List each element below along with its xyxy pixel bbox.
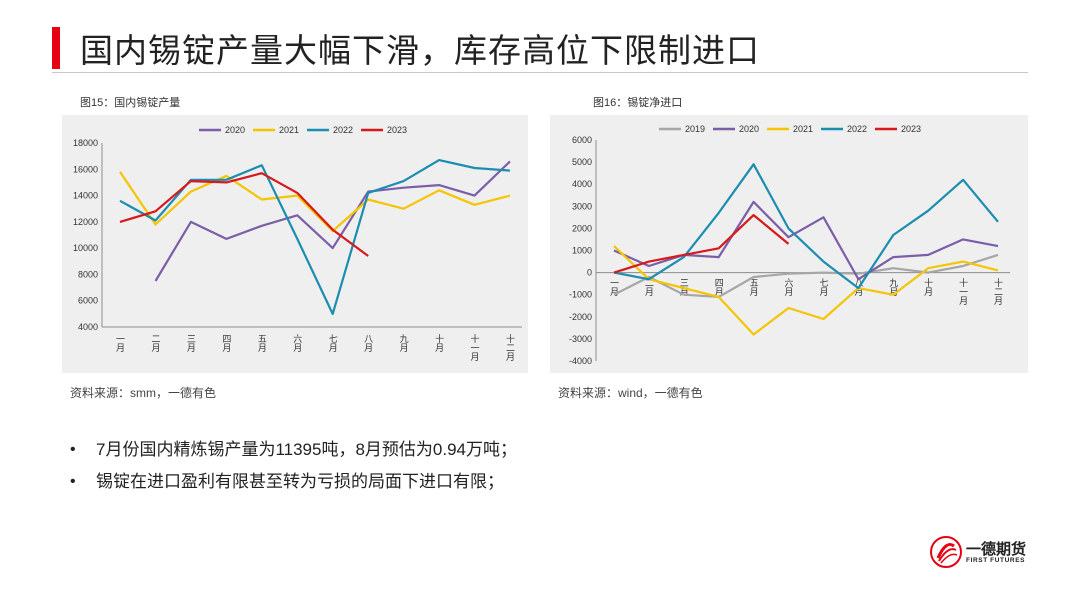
company-logo: 一德期货 FIRST FUTURES (930, 536, 1040, 572)
y-tick-label: -2000 (569, 312, 592, 322)
title-divider (52, 72, 1028, 73)
y-tick-label: 5000 (572, 157, 592, 167)
source-note-production: 资料来源：smm，一德有色 (70, 386, 216, 400)
x-tick-label: 十月 (923, 277, 933, 297)
legend-label: 2019 (685, 124, 705, 134)
x-tick-label: 九月 (888, 278, 898, 297)
series-line-2022 (613, 163, 999, 290)
x-tick-label: 二月 (150, 334, 160, 353)
y-tick-label: 1000 (572, 246, 592, 256)
y-tick-label: 6000 (78, 296, 98, 306)
net-import-chart-svg: -4000 -3000 -2000 -1000 0 1000 2000 3000 4000 500… (569, 124, 1010, 366)
series-line-2021 (613, 245, 999, 336)
bullet-item: • 7月份国内精炼锡产量为11395吨，8月预估为0.94万吨； (70, 434, 517, 466)
x-tick-label: 五月 (749, 278, 759, 297)
legend-label: 2021 (279, 125, 299, 135)
y-tick-label: 18000 (73, 138, 98, 148)
x-tick-label: 十二月 (993, 277, 1003, 306)
legend-label: 2022 (847, 124, 867, 134)
series-line-2020 (154, 160, 511, 282)
legend-label: 2023 (901, 124, 921, 134)
page-title: 国内锡锭产量大幅下滑，库存高位下限制进口 (80, 32, 760, 69)
title-accent-bar (52, 27, 60, 69)
bullet-list: • 7月份国内精炼锡产量为11395吨，8月预估为0.94万吨； • 锡锭在进口… (70, 434, 517, 498)
net-import-chart: -4000 -3000 -2000 -1000 0 1000 2000 3000 4000 500… (550, 115, 1028, 373)
logo-subtitle: FIRST FUTURES (966, 557, 1026, 564)
logo-mark-icon (930, 536, 962, 568)
x-tick-label: 六月 (784, 277, 794, 297)
x-tick-label: 一月 (609, 278, 619, 297)
y-tick-label: 8000 (78, 269, 98, 279)
bullet-text: 锡锭在进口盈利有限甚至转为亏损的局面下进口有限； (96, 472, 504, 491)
y-tick-label: 2000 (572, 223, 592, 233)
bullet-dot: • (70, 441, 76, 458)
x-tick-label: 四月 (221, 334, 231, 353)
figure-caption-net-import: 图16：锡锭净进口 (593, 97, 683, 109)
y-tick-label: -1000 (569, 290, 592, 300)
y-tick-label: -3000 (569, 334, 592, 344)
x-tick-label: 七月 (818, 278, 828, 297)
logo-name: 一德期货 (966, 541, 1027, 558)
x-tick-label: 七月 (328, 334, 338, 353)
y-tick-label: 3000 (572, 201, 592, 211)
x-tick-label: 一月 (115, 334, 125, 353)
legend-label: 2022 (333, 125, 353, 135)
x-tick-label: 九月 (399, 334, 409, 353)
y-tick-label: 4000 (572, 179, 592, 189)
x-tick-label: 十二月 (505, 333, 515, 362)
y-tick-label: 4000 (78, 322, 98, 332)
x-tick-label: 十一月 (958, 277, 968, 306)
x-tick-label: 三月 (186, 334, 196, 353)
legend-label: 2021 (793, 124, 813, 134)
source-note-net-import: 资料来源：wind，一德有色 (558, 386, 703, 400)
series-line-2020 (613, 200, 999, 281)
x-tick-label: 十一月 (470, 333, 480, 362)
x-tick-label: 四月 (714, 278, 724, 297)
production-chart: 4000 6000 8000 10000 12000 14000 16000 18000 一月 二… (62, 115, 528, 373)
series-line-2023 (119, 172, 369, 257)
legend-label: 2020 (739, 124, 759, 134)
bullet-dot: • (70, 473, 76, 490)
bullet-text: 7月份国内精炼锡产量为11395吨，8月预估为0.94万吨； (96, 440, 518, 459)
y-tick-label: 16000 (73, 164, 98, 174)
series-line-2023 (613, 214, 790, 274)
y-tick-label: 0 (587, 268, 592, 278)
x-tick-label: 二月 (644, 278, 654, 297)
x-tick-label: 六月 (292, 333, 302, 353)
series-line-2019 (613, 253, 999, 298)
figure-caption-production: 图15：国内锡锭产量 (80, 97, 181, 109)
series-line-2021 (119, 171, 511, 233)
y-tick-label: 6000 (572, 135, 592, 145)
y-tick-label: 14000 (73, 191, 98, 201)
x-tick-label: 十月 (434, 333, 444, 353)
y-tick-label: 12000 (73, 217, 98, 227)
y-tick-label: 10000 (73, 243, 98, 253)
series-line-2022 (119, 159, 511, 315)
legend-label: 2023 (387, 125, 407, 135)
production-chart-svg: 4000 6000 8000 10000 12000 14000 16000 18000 一月 二… (73, 125, 522, 362)
x-tick-label: 五月 (257, 334, 267, 353)
legend-label: 2020 (225, 125, 245, 135)
bullet-item: • 锡锭在进口盈利有限甚至转为亏损的局面下进口有限； (70, 466, 517, 498)
x-tick-label: 八月 (363, 334, 373, 353)
y-tick-label: -4000 (569, 356, 592, 366)
